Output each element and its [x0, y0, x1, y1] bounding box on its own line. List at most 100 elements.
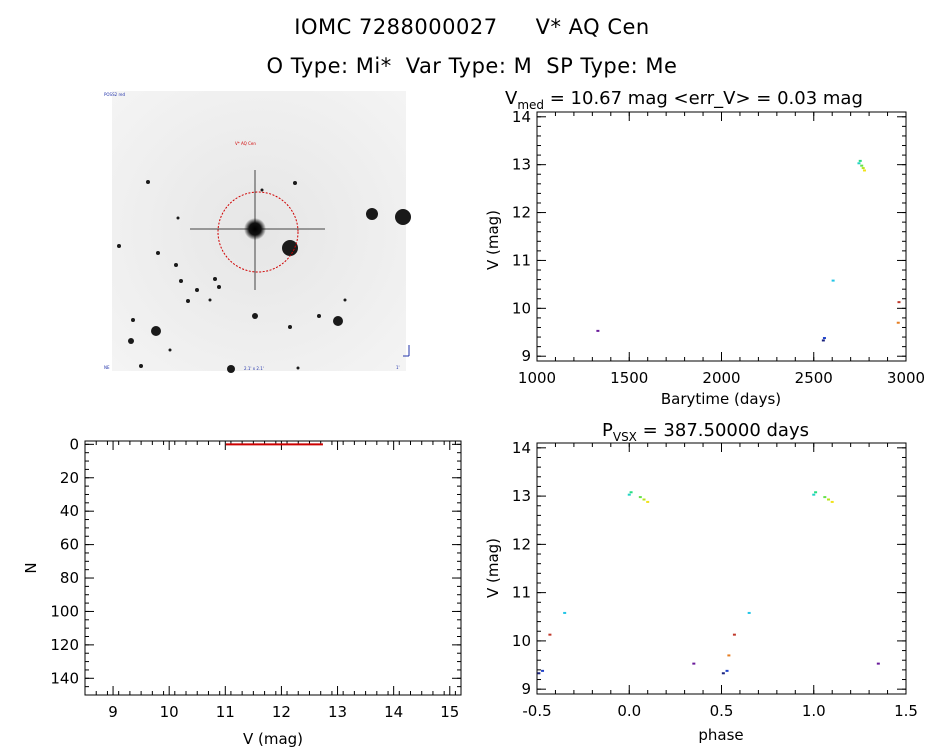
field-star	[168, 348, 172, 352]
field-star	[317, 314, 321, 318]
y-tick-label: 120	[50, 636, 79, 654]
y-tick-label: 13	[512, 156, 531, 174]
phased-ylabel: V (mag)	[484, 538, 502, 598]
field-star	[282, 240, 298, 256]
y-tick-label: 11	[512, 251, 531, 269]
phased-point	[725, 669, 729, 672]
y-tick-label: 10	[512, 299, 531, 317]
lightcurve-point	[861, 167, 865, 170]
field-star	[195, 288, 199, 292]
phased-point	[627, 493, 631, 496]
y-tick-label: 9	[521, 347, 531, 365]
phased-point	[638, 496, 642, 499]
x-tick-label: 9	[108, 703, 118, 721]
x-tick-label: 1.0	[802, 702, 826, 720]
lightcurve-axis-ticks: 1000 1500 2000 2500 3000 9 10 11 12 13 14	[512, 108, 925, 387]
phased-axis-ticks: -0.5 0.0 0.5 1.0 1.5 9 10 11 12 13 14	[512, 439, 918, 720]
lightcurve-xlabel: Barytime (days)	[661, 390, 781, 408]
phased-point	[812, 493, 816, 496]
image-bottom-left-label: NE	[104, 365, 110, 370]
phased-point	[692, 662, 696, 665]
y-tick-label: 0	[69, 435, 79, 453]
x-tick-label: 10	[160, 703, 179, 721]
chart-title-line2: O Type: Mi* Var Type: M SP Type: Me	[0, 54, 944, 78]
lightcurve-point	[860, 164, 864, 167]
field-star	[174, 263, 178, 267]
y-tick-label: 60	[60, 536, 79, 554]
field-star	[252, 313, 258, 319]
lightcurve-point	[831, 279, 835, 282]
field-star	[186, 299, 190, 303]
field-star	[208, 298, 212, 302]
x-tick-label: 2000	[702, 369, 740, 387]
phased-point	[830, 500, 834, 503]
lightcurve-point	[858, 159, 862, 162]
lightcurve-point	[822, 337, 826, 340]
x-tick-label: 12	[272, 703, 291, 721]
phased-point	[563, 611, 567, 614]
field-star	[366, 208, 378, 220]
x-tick-label: 0.5	[710, 702, 734, 720]
chart-title-line1: IOMC 7288000027 V* AQ Cen	[0, 15, 944, 39]
y-tick-label: 14	[512, 108, 531, 126]
x-tick-label: 13	[328, 703, 347, 721]
y-tick-label: 80	[60, 569, 79, 587]
y-tick-label: 14	[512, 439, 531, 457]
target-circle	[217, 191, 299, 273]
x-tick-label: 11	[216, 703, 235, 721]
lightcurve-points	[596, 159, 901, 342]
y-tick-label: 140	[50, 669, 79, 687]
phased-point	[827, 498, 831, 501]
field-star	[293, 181, 297, 185]
lightcurve-ylabel: V (mag)	[484, 210, 502, 270]
phased-title: PVSX = 387.50000 days	[602, 420, 809, 444]
lightcurve-title-rest: = 10.67 mag <err_V> = 0.03 mag	[544, 88, 863, 109]
image-bottom-right-label: 1'	[396, 365, 400, 370]
lightcurve-plot: Vmed = 10.67 mag <err_V> = 0.03 mag 1000…	[484, 88, 925, 408]
lightcurve-point	[857, 162, 861, 165]
field-star	[151, 326, 161, 336]
x-tick-label: 3000	[887, 369, 925, 387]
lightcurve-frame	[536, 111, 907, 362]
field-star	[156, 251, 160, 255]
sky-stars	[117, 180, 411, 373]
field-star	[179, 279, 183, 283]
phased-point	[814, 491, 818, 494]
y-tick-label: 12	[512, 535, 531, 553]
phased-point	[727, 654, 731, 657]
lightcurve-point	[896, 321, 900, 324]
phased-point	[642, 498, 646, 501]
x-tick-label: 14	[384, 703, 403, 721]
field-star	[117, 244, 121, 248]
x-tick-label: 1.5	[894, 702, 918, 720]
histogram-frame	[84, 440, 462, 696]
lightcurve-title-main: V	[505, 88, 518, 109]
x-tick-label: 0.0	[617, 702, 641, 720]
lightcurve-point	[897, 301, 901, 304]
field-star	[395, 209, 411, 225]
lightcurve-title: Vmed = 10.67 mag <err_V> = 0.03 mag	[505, 88, 863, 112]
image-target-label: V* AQ Cen	[235, 141, 256, 146]
phased-point	[548, 633, 552, 636]
x-tick-label: -0.5	[522, 702, 551, 720]
phased-point	[646, 500, 650, 503]
field-star	[343, 298, 347, 302]
phased-title-main: P	[602, 420, 613, 441]
phased-point	[732, 633, 736, 636]
phased-point	[876, 662, 880, 665]
field-star	[217, 285, 221, 289]
phased-title-sub: VSX	[613, 430, 637, 444]
y-tick-label: 9	[521, 680, 531, 698]
field-star	[146, 180, 150, 184]
image-bottom-center-label: 2.1' x 2.1'	[244, 366, 264, 371]
sptype-label: SP Type: Me	[546, 54, 678, 78]
sky-image-panel: POSS2 red V* AQ Cen 2.1' x 2.1' NE 1'	[104, 91, 411, 373]
x-tick-label: 1000	[518, 369, 556, 387]
histogram-xlabel: V (mag)	[243, 730, 303, 747]
field-star	[139, 364, 143, 368]
lightcurve-point	[596, 329, 600, 332]
star-name: V* AQ Cen	[535, 15, 650, 39]
phased-point	[823, 496, 827, 499]
phased-plot: PVSX = 387.50000 days -0.5 0.0 0.5 1.0 1.5 9 1…	[484, 420, 918, 744]
field-star	[227, 365, 235, 373]
